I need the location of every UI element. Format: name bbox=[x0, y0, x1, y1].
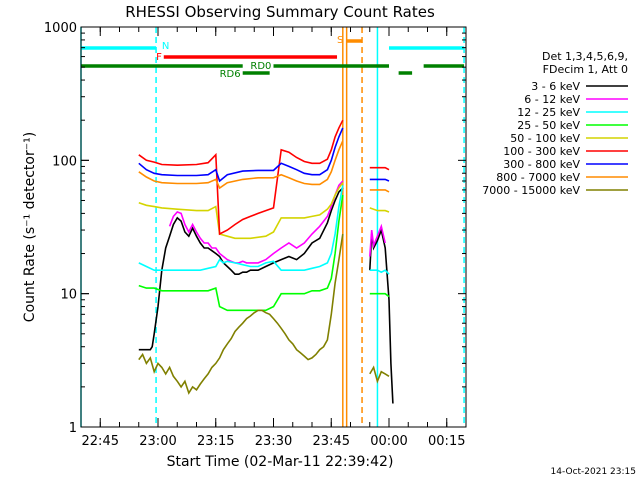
flag-label-s: S bbox=[337, 35, 343, 46]
plot-area: NF S RD0 RD6 bbox=[80, 27, 465, 427]
x-axis-ticks: 22:45 23:00 23:15 23:30 23:45 00:00 00:15 bbox=[80, 27, 467, 449]
x-tick-label: 00:15 bbox=[428, 434, 465, 449]
y-axis-ticks: 1 10 100 1000 bbox=[44, 21, 466, 436]
plot-frame bbox=[80, 26, 467, 428]
series-line-2 bbox=[138, 185, 390, 275]
legend-label: 100 - 300 keV bbox=[503, 145, 580, 158]
y-tick-label: 1000 bbox=[44, 21, 77, 36]
footer-date: 14-Oct-2021 23:15 bbox=[551, 467, 636, 477]
legend-header-line: Det 1,3,4,5,6,9, bbox=[542, 50, 628, 63]
legend-header-line: FDecim 1, Att 0 bbox=[543, 63, 628, 76]
legend-label: 50 - 100 keV bbox=[510, 132, 580, 145]
x-tick-label: 23:45 bbox=[313, 434, 350, 449]
series-line-6 bbox=[138, 127, 390, 183]
legend-label: 800 - 7000 keV bbox=[496, 171, 580, 184]
legend-label: 25 - 50 keV bbox=[517, 119, 580, 132]
series-line-5 bbox=[138, 119, 390, 236]
y-tick-label: 10 bbox=[60, 288, 77, 303]
x-tick-label: 23:15 bbox=[197, 434, 234, 449]
series-line-1 bbox=[168, 180, 386, 264]
legend: Det 1,3,4,5,6,9,FDecim 1, Att 0 3 - 6 keV… bbox=[482, 50, 628, 197]
flag-label-rd6: RD6 bbox=[220, 69, 241, 80]
flag-label-rd0: RD0 bbox=[250, 61, 271, 72]
series-line-7 bbox=[138, 140, 390, 193]
legend-label: 6 - 12 keV bbox=[524, 93, 580, 106]
chart-title: RHESSI Observing Summary Count Rates bbox=[125, 3, 435, 21]
x-tick-label: 23:30 bbox=[255, 434, 292, 449]
y-axis-label: Count Rate (s⁻¹ detector⁻¹) bbox=[22, 132, 38, 322]
y-tick-label: 1 bbox=[69, 421, 77, 436]
y-tick-label: 100 bbox=[52, 154, 77, 169]
series-line-4 bbox=[138, 182, 390, 240]
x-tick-label: 23:00 bbox=[139, 434, 176, 449]
series-line-8 bbox=[138, 233, 390, 395]
legend-label: 12 - 25 keV bbox=[517, 106, 580, 119]
flag-label-f: F bbox=[156, 52, 162, 63]
legend-label: 3 - 6 keV bbox=[531, 80, 580, 93]
x-tick-label: 22:45 bbox=[82, 434, 119, 449]
x-tick-label: 00:00 bbox=[370, 434, 407, 449]
flag-label-n: N bbox=[162, 41, 169, 52]
series-line-0 bbox=[138, 187, 394, 404]
x-axis-label: Start Time (02-Mar-11 22:39:42) bbox=[167, 454, 394, 470]
legend-label: 300 - 800 keV bbox=[503, 158, 580, 171]
legend-label: 7000 - 15000 keV bbox=[482, 184, 580, 197]
series-line-3 bbox=[138, 194, 390, 312]
